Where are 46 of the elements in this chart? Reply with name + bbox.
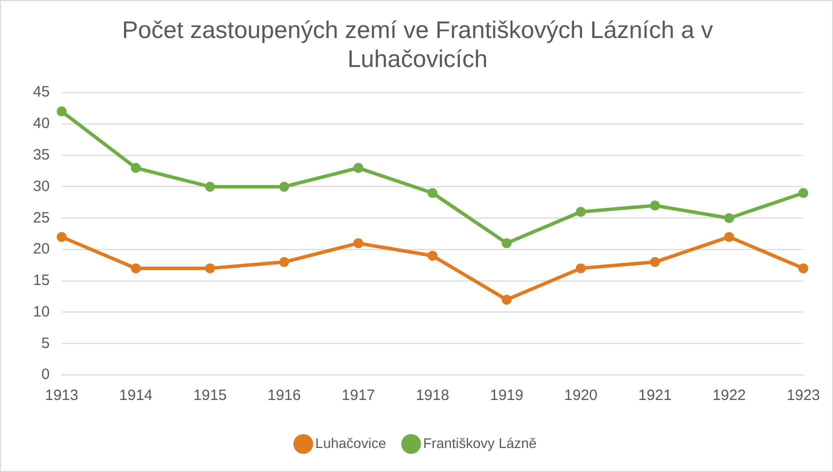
x-tick-label: 1913 <box>44 387 78 404</box>
point <box>130 162 141 173</box>
point <box>724 213 734 224</box>
x-tick-label: 1921 <box>638 387 672 404</box>
y-tick-label: 5 <box>41 334 50 352</box>
point <box>428 250 438 261</box>
point <box>502 238 512 248</box>
point <box>576 263 586 274</box>
legend-label: Františkovy Lázně <box>423 434 537 451</box>
point <box>56 232 67 242</box>
y-tick-label: 30 <box>32 178 50 195</box>
x-tick-label: 1916 <box>267 387 301 404</box>
y-tick-label: 0 <box>41 366 50 384</box>
point <box>205 263 216 274</box>
legend-label: Luhačovice <box>315 434 386 451</box>
point <box>279 182 290 192</box>
x-tick-label: 1919 <box>490 387 524 404</box>
y-tick-label: 10 <box>32 303 50 320</box>
x-tick-label: 1922 <box>712 387 746 404</box>
point <box>56 106 67 116</box>
x-tick-label: 1915 <box>193 387 227 404</box>
point <box>428 188 438 198</box>
point <box>724 232 734 242</box>
y-tick-label: 15 <box>32 272 50 290</box>
point <box>576 206 586 217</box>
point <box>130 263 141 274</box>
point <box>650 257 660 268</box>
x-tick-label: 1923 <box>786 387 820 404</box>
chart-title: Počet zastoupených zemí ve Františkových Lázních a v Luhačovicích <box>122 17 713 73</box>
y-tick-label: 25 <box>32 209 50 226</box>
x-tick-label: 1920 <box>564 387 598 404</box>
point <box>502 294 512 305</box>
point <box>650 200 660 211</box>
x-tick-label: 1918 <box>416 387 450 404</box>
y-tick-label: 35 <box>32 146 50 164</box>
point <box>205 182 216 192</box>
x-tick-label: 1917 <box>342 387 376 404</box>
y-tick-label: 40 <box>32 115 50 132</box>
y-tick-label: 20 <box>32 240 50 258</box>
point <box>353 162 364 173</box>
point <box>353 238 364 248</box>
y-tick-label: 45 <box>32 84 50 101</box>
point <box>279 257 290 268</box>
x-tick-label: 1914 <box>119 387 153 404</box>
point <box>798 263 808 274</box>
point <box>798 188 808 198</box>
